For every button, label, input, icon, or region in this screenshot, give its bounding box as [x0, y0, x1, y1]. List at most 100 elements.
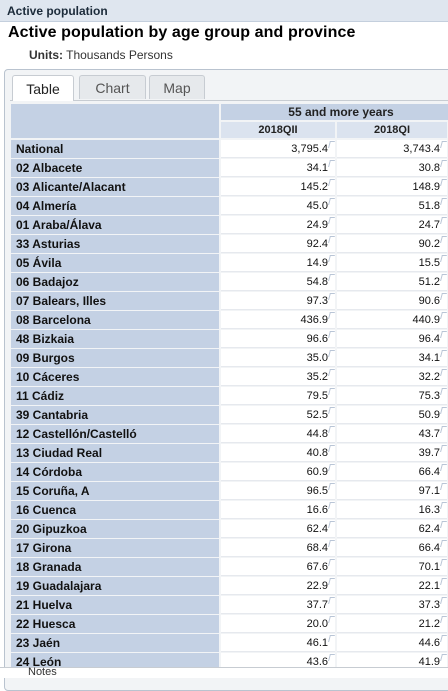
column-group-header: 55 and more years [221, 104, 448, 120]
note-flag-icon[interactable] [440, 369, 447, 376]
note-flag-icon[interactable] [440, 255, 447, 262]
row-label[interactable]: 19 Guadalajara [11, 577, 219, 595]
note-flag-icon[interactable] [440, 521, 447, 528]
cell-value: 66.4 [418, 466, 440, 478]
note-flag-icon[interactable] [440, 293, 447, 300]
cell-value: 20.0 [306, 618, 328, 630]
note-flag-icon[interactable] [440, 597, 447, 604]
note-flag-icon[interactable] [328, 578, 335, 585]
row-label[interactable]: 16 Cuenca [11, 501, 219, 519]
row-label[interactable]: 48 Bizkaia [11, 330, 219, 348]
note-flag-icon[interactable] [440, 502, 447, 509]
row-label[interactable]: National [11, 140, 219, 158]
row-label[interactable]: 13 Ciudad Real [11, 444, 219, 462]
row-label[interactable]: 15 Coruña, A [11, 482, 219, 500]
note-flag-icon[interactable] [328, 369, 335, 376]
note-flag-icon[interactable] [328, 312, 335, 319]
note-flag-icon[interactable] [440, 274, 447, 281]
row-label[interactable]: 07 Balears, Illes [11, 292, 219, 310]
note-flag-icon[interactable] [440, 635, 447, 642]
note-flag-icon[interactable] [328, 445, 335, 452]
note-flag-icon[interactable] [440, 540, 447, 547]
note-flag-icon[interactable] [328, 179, 335, 186]
note-flag-icon[interactable] [440, 350, 447, 357]
row-label[interactable]: 33 Asturias [11, 235, 219, 253]
row-label[interactable]: 17 Girona [11, 539, 219, 557]
note-flag-icon[interactable] [328, 236, 335, 243]
note-flag-icon[interactable] [328, 540, 335, 547]
row-label[interactable]: 24 León [11, 653, 219, 671]
note-flag-icon[interactable] [328, 255, 335, 262]
note-flag-icon[interactable] [328, 521, 335, 528]
row-label[interactable]: 14 Córdoba [11, 463, 219, 481]
note-flag-icon[interactable] [440, 426, 447, 433]
column-header-2018qi[interactable]: 2018QI [337, 122, 447, 138]
row-label[interactable]: 21 Huelva [11, 596, 219, 614]
note-flag-icon[interactable] [328, 616, 335, 623]
cell-value: 44.8 [306, 428, 328, 440]
note-flag-icon[interactable] [328, 426, 335, 433]
row-label[interactable]: 23 Jaén [11, 634, 219, 652]
note-flag-icon[interactable] [440, 483, 447, 490]
tab-chart[interactable]: Chart [79, 75, 146, 99]
row-label[interactable]: 08 Barcelona [11, 311, 219, 329]
value-cell: 46.1 [221, 634, 335, 652]
row-label[interactable]: 03 Alicante/Alacant [11, 178, 219, 196]
note-flag-icon[interactable] [328, 274, 335, 281]
note-flag-icon[interactable] [440, 388, 447, 395]
row-label[interactable]: 39 Cantabria [11, 406, 219, 424]
note-flag-icon[interactable] [440, 654, 447, 661]
note-flag-icon[interactable] [328, 502, 335, 509]
cell-value: 52.5 [306, 409, 328, 421]
note-flag-icon[interactable] [328, 407, 335, 414]
note-flag-icon[interactable] [440, 179, 447, 186]
cell-value: 70.1 [418, 561, 440, 573]
column-header-2018qii[interactable]: 2018QII [221, 122, 335, 138]
note-flag-icon[interactable] [328, 559, 335, 566]
row-label[interactable]: 05 Ávila [11, 254, 219, 272]
note-flag-icon[interactable] [440, 464, 447, 471]
note-flag-icon[interactable] [328, 293, 335, 300]
note-flag-icon[interactable] [440, 578, 447, 585]
row-label[interactable]: 10 Cáceres [11, 368, 219, 386]
tab-table[interactable]: Table [12, 75, 74, 101]
row-label[interactable]: 01 Araba/Álava [11, 216, 219, 234]
note-flag-icon[interactable] [328, 654, 335, 661]
note-flag-icon[interactable] [328, 350, 335, 357]
note-flag-icon[interactable] [328, 635, 335, 642]
tab-map[interactable]: Map [149, 75, 205, 99]
row-label[interactable]: 02 Albacete [11, 159, 219, 177]
note-flag-icon[interactable] [328, 141, 335, 148]
note-flag-icon[interactable] [440, 559, 447, 566]
note-flag-icon[interactable] [328, 331, 335, 338]
row-label[interactable]: 12 Castellón/Castelló [11, 425, 219, 443]
note-flag-icon[interactable] [440, 217, 447, 224]
row-label[interactable]: 09 Burgos [11, 349, 219, 367]
note-flag-icon[interactable] [328, 597, 335, 604]
row-label[interactable]: 11 Cádiz [11, 387, 219, 405]
note-flag-icon[interactable] [440, 160, 447, 167]
note-flag-icon[interactable] [440, 198, 447, 205]
note-flag-icon[interactable] [440, 236, 447, 243]
note-flag-icon[interactable] [440, 312, 447, 319]
note-flag-icon[interactable] [440, 445, 447, 452]
note-flag-icon[interactable] [328, 483, 335, 490]
note-flag-icon[interactable] [328, 217, 335, 224]
note-flag-icon[interactable] [328, 160, 335, 167]
row-label[interactable]: 20 Gipuzkoa [11, 520, 219, 538]
row-label[interactable]: 22 Huesca [11, 615, 219, 633]
note-flag-icon[interactable] [440, 141, 447, 148]
cell-value: 54.8 [306, 276, 328, 288]
note-flag-icon[interactable] [328, 388, 335, 395]
note-flag-icon[interactable] [328, 198, 335, 205]
row-label[interactable]: 04 Almería [11, 197, 219, 215]
cell-value: 39.7 [418, 447, 440, 459]
row-label[interactable]: 18 Granada [11, 558, 219, 576]
value-cell: 62.4 [337, 520, 447, 538]
note-flag-icon[interactable] [440, 331, 447, 338]
note-flag-icon[interactable] [440, 407, 447, 414]
note-flag-icon[interactable] [440, 616, 447, 623]
row-label[interactable]: 06 Badajoz [11, 273, 219, 291]
value-cell: 51.8 [337, 197, 447, 215]
note-flag-icon[interactable] [328, 464, 335, 471]
